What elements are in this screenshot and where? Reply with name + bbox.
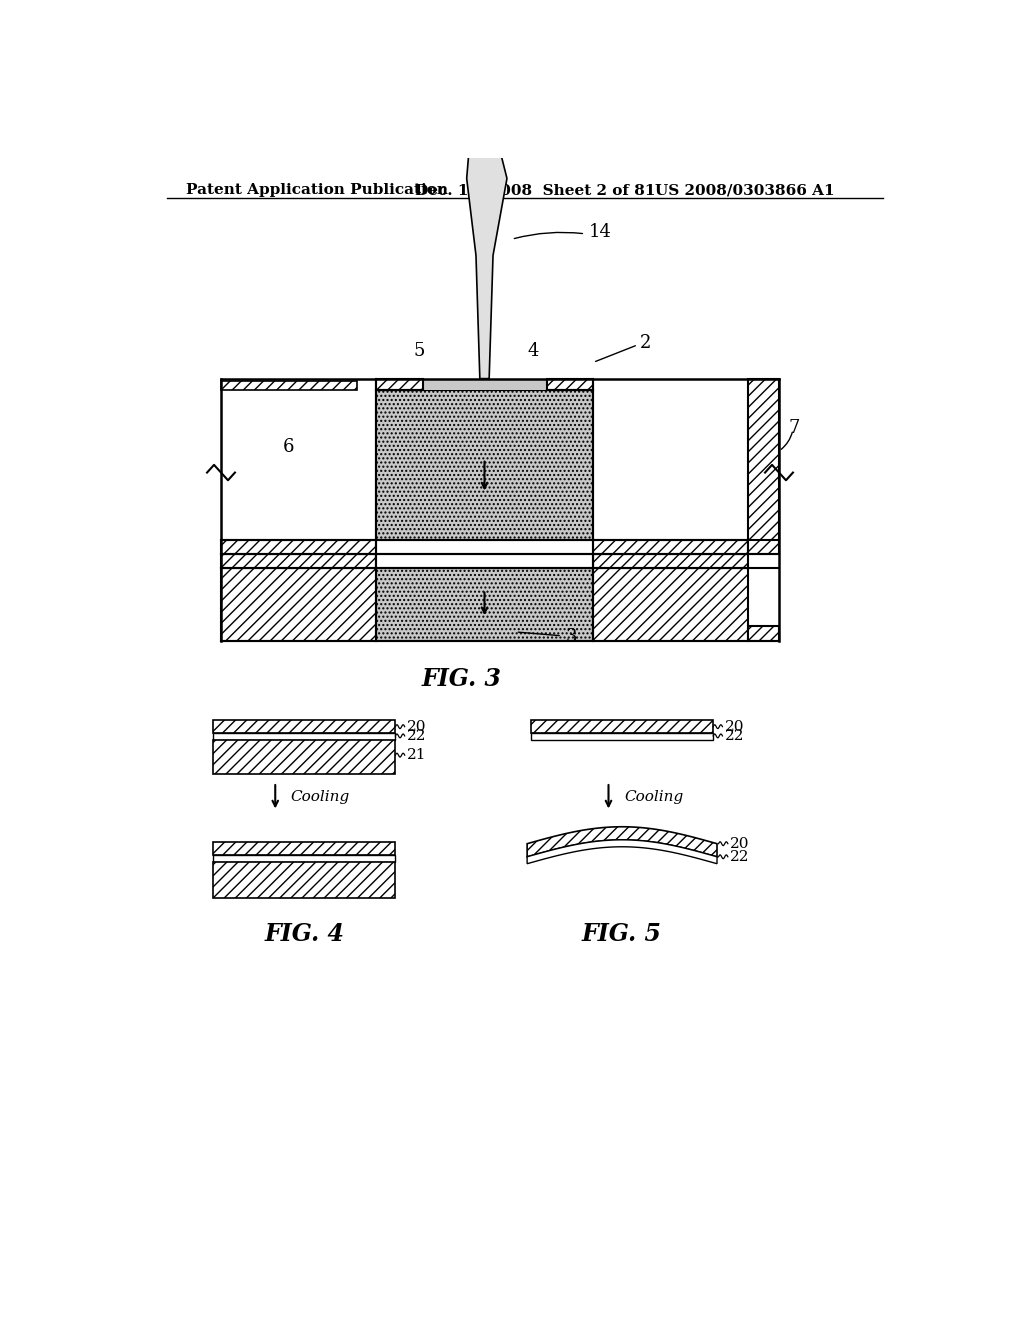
Text: 21: 21 [407, 748, 427, 762]
Bar [593, 554, 748, 568]
Bar [423, 379, 547, 391]
Text: 20: 20 [407, 719, 427, 734]
Text: 4: 4 [527, 342, 539, 360]
Bar [376, 391, 593, 540]
Text: 22: 22 [725, 729, 744, 743]
Bar [593, 568, 748, 642]
Bar [547, 379, 593, 391]
Bar [213, 739, 395, 775]
Polygon shape [464, 73, 513, 379]
Bar [376, 379, 423, 391]
Bar [221, 554, 376, 568]
Polygon shape [527, 826, 717, 857]
Text: 22: 22 [407, 729, 427, 743]
Bar [213, 842, 395, 855]
Bar [213, 862, 395, 898]
Text: Patent Application Publication: Patent Application Publication [186, 183, 449, 197]
Text: US 2008/0303866 A1: US 2008/0303866 A1 [655, 183, 835, 197]
Bar [213, 719, 395, 733]
Polygon shape [527, 840, 717, 863]
Text: 20: 20 [725, 719, 744, 734]
Text: FIG. 3: FIG. 3 [421, 667, 502, 690]
Bar [221, 381, 356, 391]
Text: 14: 14 [589, 223, 612, 240]
Text: 20: 20 [730, 837, 750, 850]
Bar [531, 733, 713, 739]
Text: 6: 6 [283, 438, 295, 457]
Text: Cooling: Cooling [291, 789, 350, 804]
Text: Dec. 11, 2008  Sheet 2 of 81: Dec. 11, 2008 Sheet 2 of 81 [415, 183, 655, 197]
Bar [213, 855, 395, 862]
Bar [531, 719, 713, 733]
Text: Cooling: Cooling [624, 789, 683, 804]
Text: 7: 7 [788, 418, 800, 437]
Bar [376, 554, 593, 568]
Bar [221, 540, 376, 554]
Text: FIG. 4: FIG. 4 [264, 923, 345, 946]
Text: FIG. 5: FIG. 5 [582, 923, 662, 946]
Bar [376, 568, 593, 642]
Text: 5: 5 [414, 342, 425, 360]
Bar [748, 626, 779, 642]
Text: 22: 22 [730, 850, 750, 863]
Bar [748, 379, 779, 554]
Text: 2: 2 [640, 334, 651, 352]
Bar [221, 568, 376, 642]
Bar [213, 733, 395, 739]
Text: 3: 3 [566, 628, 578, 647]
Bar [593, 540, 748, 554]
